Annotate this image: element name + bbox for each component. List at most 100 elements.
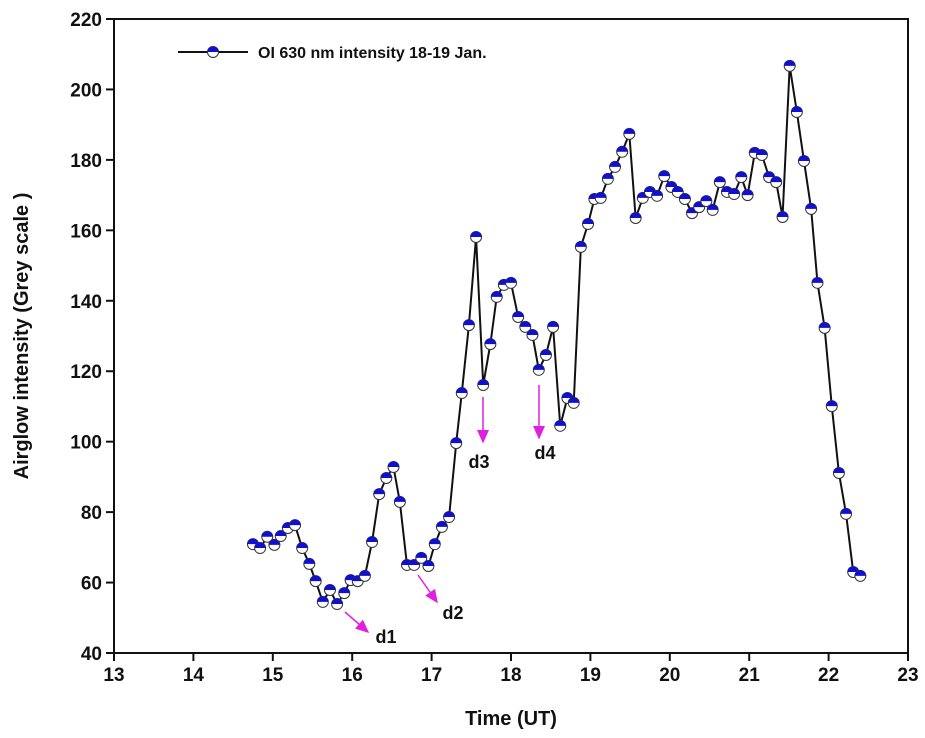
x-axis-label: Time (UT)	[465, 708, 557, 730]
marker-half	[366, 536, 378, 543]
data-point	[526, 328, 539, 341]
data-point	[678, 192, 691, 205]
marker-half	[519, 321, 531, 327]
data-point	[700, 195, 713, 208]
y-tick-label: 220	[70, 10, 102, 31]
marker-half	[470, 231, 482, 238]
marker-half	[798, 155, 810, 161]
data-point	[776, 210, 789, 223]
data-point	[303, 557, 316, 570]
marker-half	[317, 596, 329, 602]
data-point	[387, 461, 400, 474]
marker-half	[623, 128, 635, 134]
marker-half	[805, 203, 817, 209]
marker-half	[540, 349, 552, 356]
marker-half	[484, 338, 496, 345]
y-tick-label: 200	[70, 80, 102, 101]
marker-half	[359, 570, 371, 576]
data-point	[609, 160, 622, 173]
data-point	[629, 212, 642, 225]
x-tick-label: 19	[580, 665, 601, 686]
data-point	[574, 240, 587, 253]
marker-half	[819, 322, 831, 328]
data-point	[741, 189, 754, 202]
data-point	[296, 542, 309, 555]
marker-half	[791, 106, 803, 112]
x-tick-label: 17	[421, 665, 442, 686]
data-point	[616, 145, 629, 158]
data-point	[805, 202, 818, 215]
marker-half	[289, 519, 301, 526]
data-point	[790, 105, 803, 118]
data-point	[554, 419, 567, 432]
marker-half	[595, 192, 607, 198]
marker-half	[247, 538, 259, 545]
marker-half	[415, 552, 427, 558]
marker-half	[568, 397, 580, 403]
plot-frame	[113, 18, 909, 654]
data-point	[783, 59, 796, 72]
data-point	[490, 290, 503, 303]
marker-half	[609, 161, 621, 167]
data-point	[323, 583, 336, 596]
x-tick-label: 14	[183, 665, 205, 686]
marker-half	[763, 171, 775, 178]
marker-half	[373, 488, 385, 495]
marker-half	[380, 472, 392, 478]
marker-half	[561, 392, 573, 398]
data-point	[832, 467, 845, 480]
marker-half	[630, 212, 642, 219]
marker-half	[742, 189, 754, 196]
data-point	[728, 188, 741, 201]
data-point	[539, 349, 552, 362]
data-point	[462, 319, 475, 332]
marker-half	[784, 60, 796, 66]
data-point	[338, 587, 351, 600]
data-point	[358, 569, 371, 582]
data-point	[415, 551, 428, 564]
x-tick-label: 18	[500, 665, 521, 686]
data-point	[505, 276, 517, 289]
y-tick-label: 140	[70, 292, 102, 313]
data-point	[470, 231, 483, 244]
marker-half	[602, 173, 614, 179]
data-point	[658, 170, 671, 183]
marker-half	[261, 531, 273, 537]
marker-half	[735, 171, 747, 178]
legend-label: OI 630 nm intensity 18-19 Jan.	[258, 45, 487, 62]
marker-half	[443, 511, 455, 518]
annotation-label: d1	[375, 627, 396, 647]
legend-marker-half	[207, 46, 219, 52]
data-point	[825, 400, 838, 413]
data-point	[623, 127, 636, 140]
annotation-label: d4	[534, 443, 555, 463]
marker-half	[303, 558, 315, 564]
data-point	[713, 176, 726, 189]
marker-half	[700, 195, 712, 202]
marker-half	[491, 291, 503, 297]
data-point	[455, 387, 468, 400]
marker-half	[847, 566, 859, 572]
data-point	[706, 203, 719, 216]
data-point	[854, 569, 867, 582]
y-tick-label: 60	[81, 574, 102, 595]
marker-half	[505, 277, 517, 283]
x-tick-label: 15	[262, 665, 284, 686]
marker-half	[833, 467, 845, 474]
x-tick-label: 20	[659, 665, 680, 686]
marker-half	[728, 188, 740, 195]
marker-half	[644, 186, 656, 192]
data-point	[366, 536, 379, 549]
marker-half	[616, 146, 628, 152]
marker-half	[554, 420, 566, 426]
data-point	[567, 396, 580, 409]
marker-half	[254, 542, 266, 549]
marker-half	[526, 329, 538, 335]
y-tick-label: 180	[70, 151, 102, 172]
data-point	[582, 217, 595, 230]
y-tick-label: 160	[70, 221, 102, 242]
marker-half	[450, 437, 462, 444]
data-point	[755, 148, 768, 161]
series-line	[252, 65, 861, 607]
data-point	[601, 172, 614, 185]
